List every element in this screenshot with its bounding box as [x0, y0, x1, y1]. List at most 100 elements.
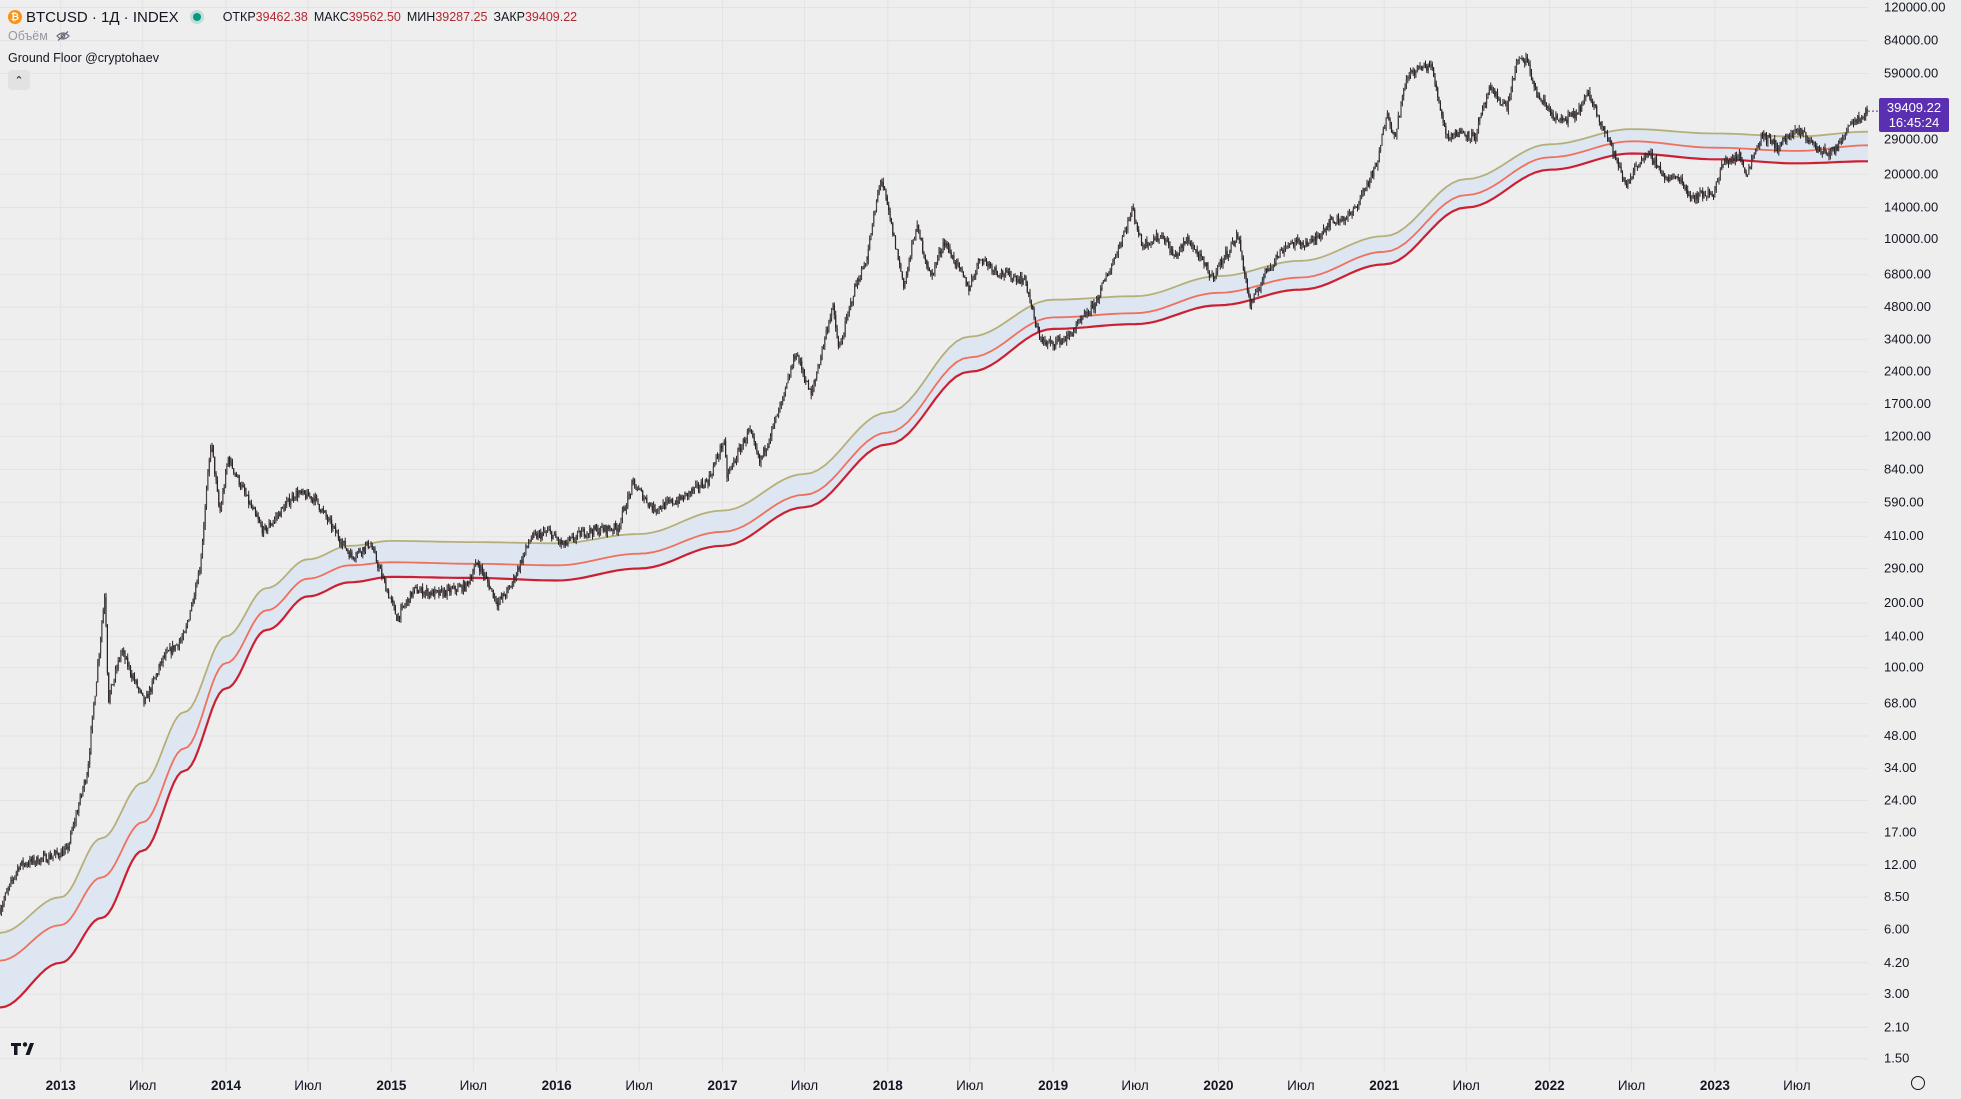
candle-body — [782, 397, 784, 402]
candle-body — [1155, 234, 1157, 241]
candle-body — [416, 586, 418, 594]
candle-body — [752, 433, 754, 438]
candle-body — [477, 563, 479, 566]
candle-body — [1029, 293, 1031, 303]
candle-body — [1549, 110, 1552, 112]
volume-legend[interactable]: Объём — [8, 29, 70, 43]
candle-body — [1112, 261, 1114, 266]
time-axis[interactable]: 2013 Июл 2014 Июл 2015 Июл 2016 Июл 2017 Июл 2018 И… — [46, 1078, 1811, 1093]
candle-body — [1445, 125, 1447, 134]
candle-body — [858, 279, 860, 282]
price-axis[interactable]: 120000.00 84000.00 59000.00 29000.00 20000.0… — [1884, 0, 1945, 1066]
candle-body — [1237, 233, 1239, 239]
candle-body — [420, 587, 422, 591]
candle-body — [1544, 99, 1546, 103]
candle-body — [1460, 130, 1462, 134]
candle-body — [7, 888, 9, 892]
candle-body — [238, 475, 240, 486]
candle-body — [1168, 241, 1170, 246]
candle-body — [514, 576, 516, 580]
candle-body — [1149, 243, 1151, 246]
candle-body — [297, 491, 299, 497]
candle-body — [877, 193, 879, 201]
candle-body — [398, 616, 401, 619]
candle-body — [1631, 177, 1633, 179]
candle-body — [844, 321, 846, 335]
candle-body — [158, 667, 160, 675]
candle-body — [1102, 280, 1104, 284]
candle-body — [389, 597, 391, 599]
candle-body — [859, 279, 861, 282]
candle-body — [273, 519, 276, 522]
candle-body — [1816, 146, 1818, 153]
candle-body — [218, 491, 220, 506]
candle-body — [303, 490, 305, 494]
candle-body — [778, 408, 780, 417]
candle-body — [412, 590, 414, 597]
candle-body — [170, 647, 172, 655]
market-status-dot[interactable] — [192, 13, 201, 21]
y-tick-label: 59000.00 — [1884, 66, 1938, 81]
candle-body — [263, 527, 265, 534]
candle-body — [768, 441, 770, 446]
candle-body — [252, 507, 254, 509]
candle-body — [942, 242, 944, 251]
candle-body — [1306, 241, 1308, 247]
candle-body — [757, 453, 759, 455]
candle-body — [1090, 304, 1092, 314]
candle-body — [98, 653, 100, 664]
eye-hidden-icon[interactable] — [55, 31, 70, 41]
candle-body — [1717, 180, 1719, 183]
indicator-legend[interactable]: Ground Floor @cryptohaev — [8, 51, 159, 65]
candle-body — [699, 487, 701, 489]
candle-body — [991, 266, 993, 272]
candle-body — [1075, 323, 1077, 330]
candle-body — [965, 277, 967, 286]
candle-body — [813, 383, 815, 388]
candle-body — [1640, 160, 1643, 163]
candle-body — [897, 249, 899, 260]
candle-body — [812, 387, 814, 395]
candle-body — [36, 856, 38, 863]
candle-body — [1789, 135, 1791, 137]
candle-body — [396, 614, 398, 621]
candle-body — [499, 597, 501, 602]
candle-body — [22, 860, 24, 866]
candle-body — [1761, 133, 1764, 138]
candle-body — [582, 529, 584, 532]
candle-body — [405, 602, 407, 606]
candle-body — [941, 250, 943, 254]
candle-body — [884, 187, 886, 190]
open-value: 39462.38 — [255, 10, 308, 24]
candle-body — [1373, 168, 1375, 177]
candle-body — [1124, 228, 1126, 233]
candle-body — [559, 539, 561, 543]
candle-body — [913, 238, 916, 241]
candle-body — [731, 463, 733, 467]
candle-body — [663, 502, 666, 509]
candle-body — [1479, 118, 1481, 122]
y-tick-label: 100.00 — [1884, 660, 1924, 675]
candle-body — [825, 330, 827, 338]
candle-body — [1157, 234, 1159, 241]
candle-body — [1704, 194, 1706, 197]
candle-body — [627, 495, 629, 508]
candle-body — [946, 243, 948, 249]
symbol-title[interactable]: BTCUSD · 1Д · INDEX — [26, 8, 179, 26]
candle-body — [127, 657, 129, 667]
candle-body — [985, 259, 988, 262]
settings-gear-icon[interactable] — [1911, 1076, 1925, 1090]
candle-body — [1355, 206, 1357, 208]
candle-body — [1753, 154, 1755, 158]
candle-body — [1388, 113, 1390, 120]
candle-body — [875, 200, 878, 211]
candle-body — [419, 590, 421, 593]
candle-body — [147, 693, 149, 699]
candle-body — [816, 373, 818, 379]
tradingview-logo[interactable] — [10, 1040, 40, 1058]
candle-body — [1121, 236, 1123, 244]
collapse-legend-button[interactable]: ⌃ — [8, 70, 30, 90]
y-tick-label: 120000.00 — [1884, 0, 1945, 14]
candle-body — [1524, 61, 1526, 64]
